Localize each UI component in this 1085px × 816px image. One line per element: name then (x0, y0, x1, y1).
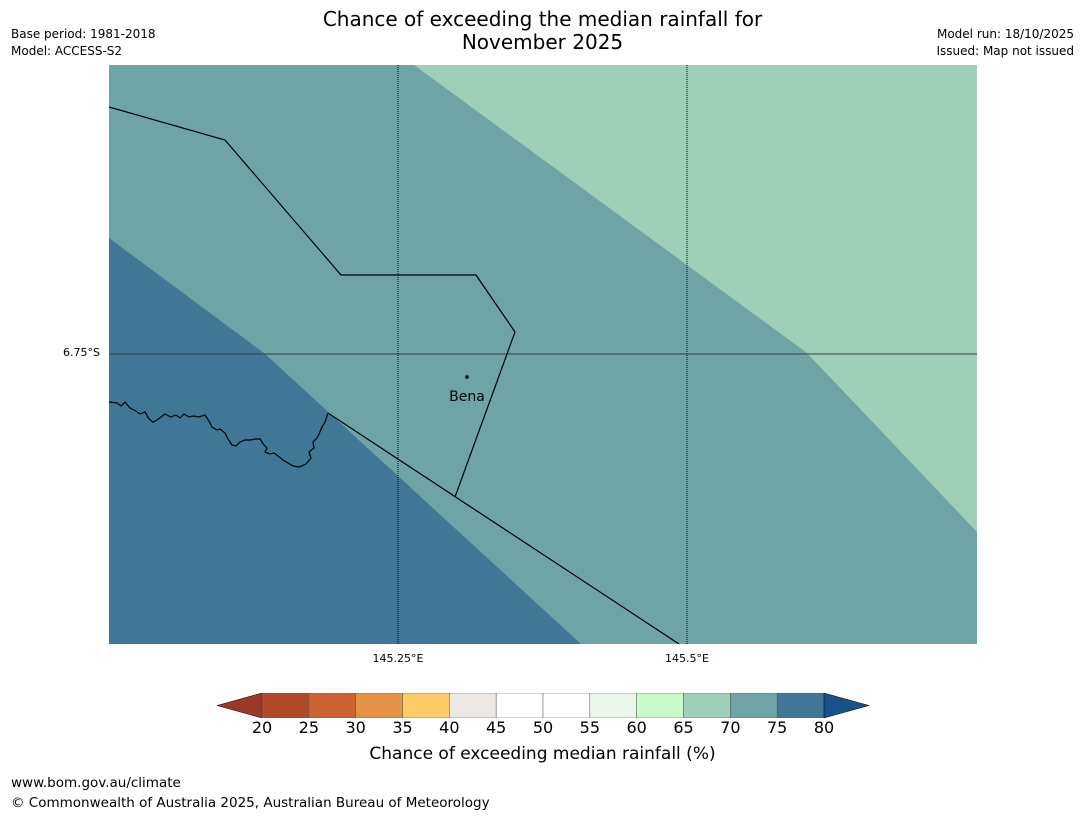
province-boundary (109, 106, 516, 498)
colorbar-tick-label: 25 (298, 718, 320, 737)
colorbar-segment (402, 693, 450, 718)
map-title: Chance of exceeding the median rainfall … (0, 8, 1085, 54)
footer-copyright: © Commonwealth of Australia 2025, Austra… (11, 795, 490, 811)
colorbar-segment (449, 693, 497, 718)
colorbar-segment (495, 693, 544, 718)
zone-65-70 (414, 65, 977, 532)
colorbar-segment (636, 693, 684, 718)
colorbar-segment (308, 693, 356, 718)
colorbar (217, 693, 869, 718)
meta-right: Model run: 18/10/2025 Issued: Map not is… (936, 26, 1074, 60)
base-period-text: Base period: 1981-2018 (11, 27, 156, 41)
colorbar-tick-label: 45 (485, 718, 507, 737)
coastline (109, 401, 329, 468)
colorbar-segment (589, 693, 637, 718)
colorbar-segment (776, 693, 825, 718)
lat-label: 6.75°S (63, 346, 100, 359)
colorbar-tick-label: 50 (532, 718, 554, 737)
colorbar-extend-high (823, 693, 869, 718)
colorbar-tick-label: 60 (626, 718, 647, 737)
colorbar-tick-label: 75 (766, 718, 788, 737)
colorbar-tick-label: 30 (345, 718, 366, 737)
title-line-1: Chance of exceeding the median rainfall … (322, 7, 763, 31)
zone-75-80 (109, 238, 581, 644)
footer-url: www.bom.gov.au/climate (11, 775, 181, 791)
issued-text: Issued: Map not issued (936, 44, 1074, 58)
boundary-southeast (327, 412, 680, 644)
colorbar-extend-low (217, 693, 263, 718)
colorbar-tick-label: 65 (673, 718, 694, 737)
colorbar-segment (683, 693, 731, 718)
bena-marker (465, 375, 469, 379)
lon-label-145-5: 145.5°E (665, 652, 709, 665)
colorbar-tick-label: 20 (251, 718, 273, 737)
colorbar-tick-label: 80 (813, 718, 835, 737)
meta-left: Base period: 1981-2018 Model: ACCESS-S2 (11, 26, 156, 60)
lon-label-145-25: 145.25°E (372, 652, 424, 665)
colorbar-segment (542, 693, 591, 718)
colorbar-tick-label: 40 (439, 718, 460, 737)
colorbar-segment (355, 693, 403, 718)
colorbar-label: Chance of exceeding median rainfall (%) (369, 744, 716, 764)
bena-label: Bena (449, 389, 485, 405)
colorbar-tick-label: 35 (392, 718, 413, 737)
colorbar-tick-label: 55 (579, 718, 601, 737)
model-run-text: Model run: 18/10/2025 (936, 27, 1074, 41)
title-line-2: November 2025 (461, 30, 624, 54)
colorbar-tick-label: 70 (720, 718, 741, 737)
colorbar-segment (730, 693, 778, 718)
colorbar-segment (261, 693, 310, 718)
forecast-map: Bena (109, 65, 977, 644)
colorbar-ticks: 20 25 30 35 40 45 50 55 60 65 70 75 80 (0, 718, 1085, 742)
model-text: Model: ACCESS-S2 (11, 44, 123, 58)
